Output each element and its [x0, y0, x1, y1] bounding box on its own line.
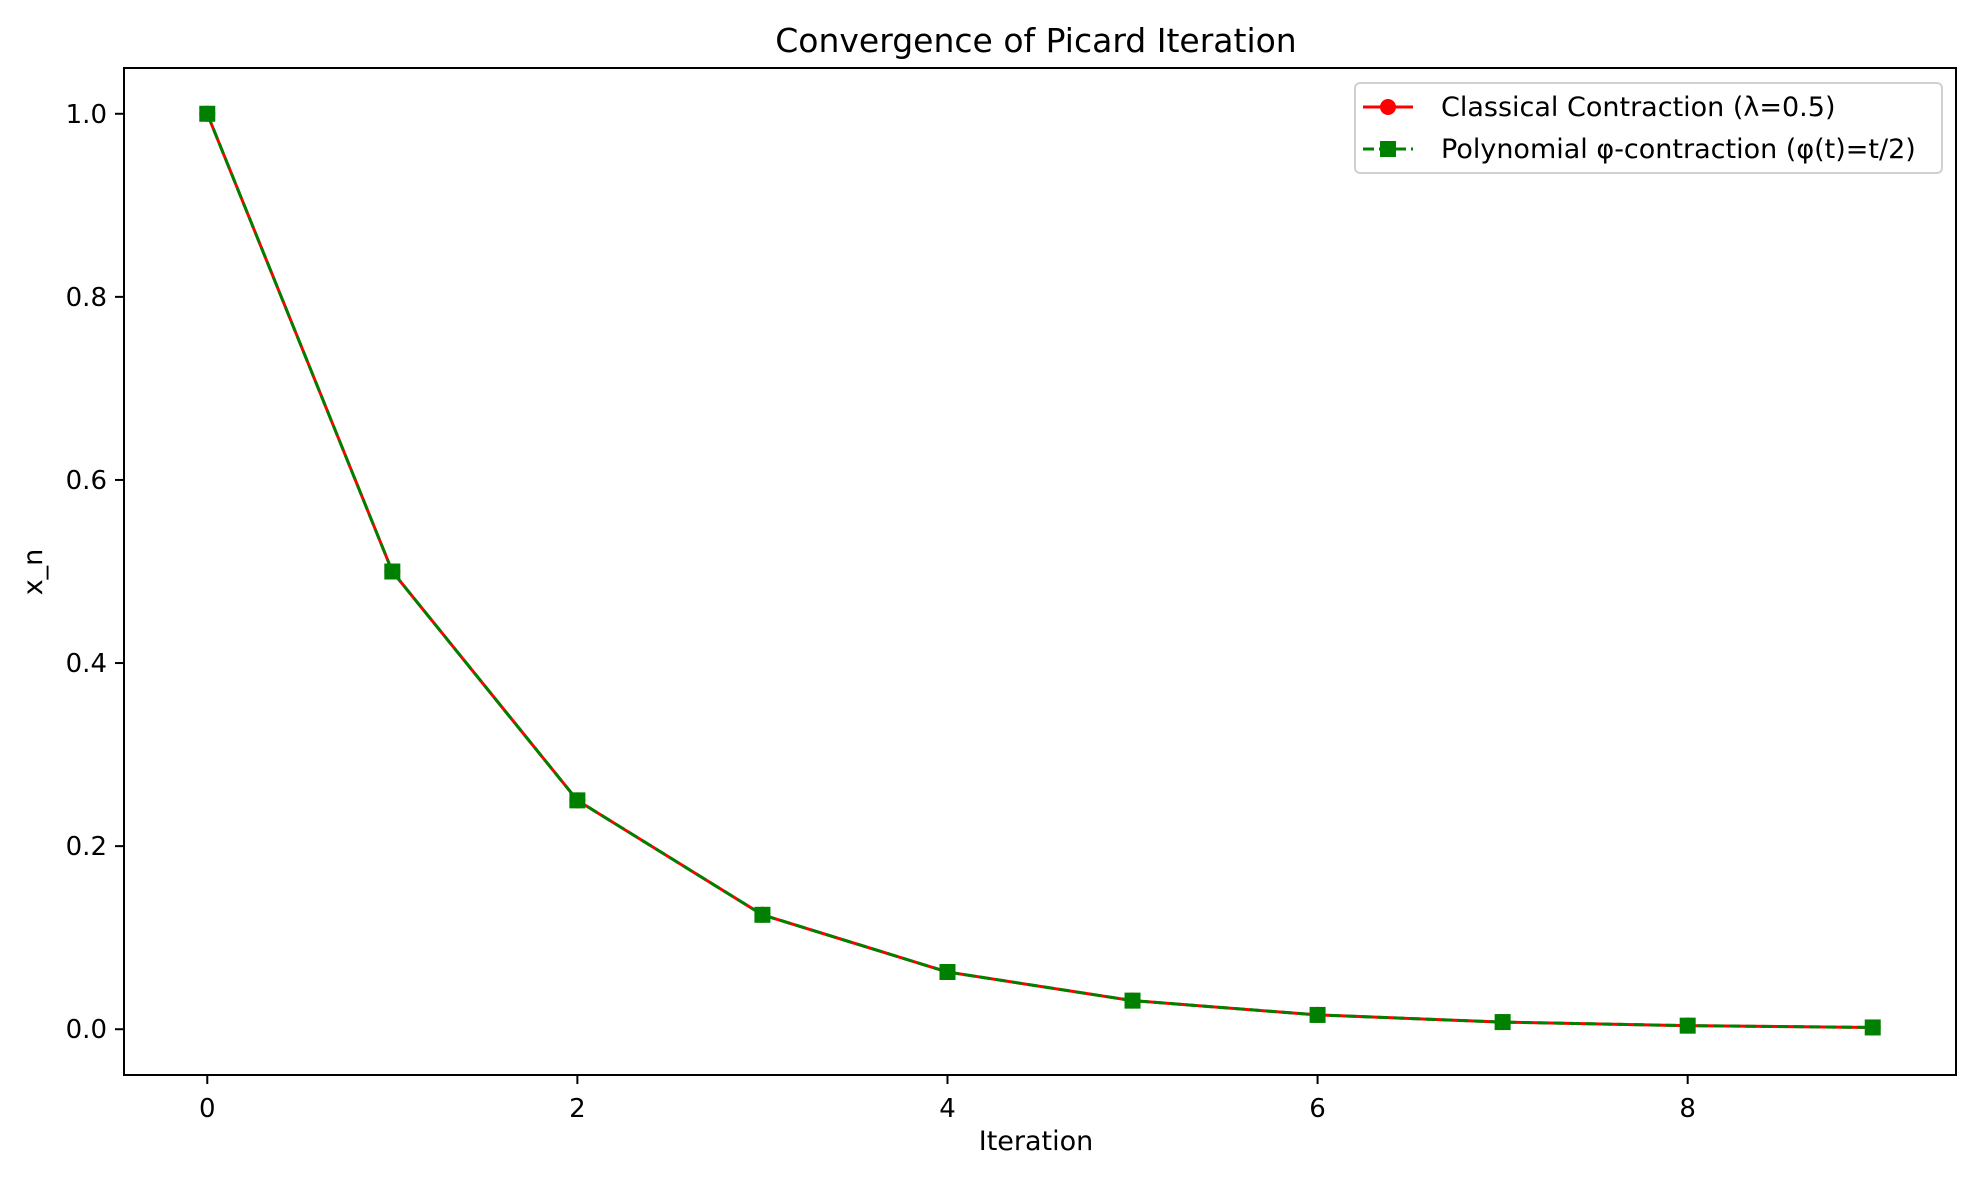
- axes-frame: [123, 67, 1957, 1076]
- legend-marker-2: [1380, 141, 1396, 157]
- x-tick-label: 2: [569, 1094, 586, 1124]
- series-2-point: [1309, 1006, 1326, 1023]
- plot-area: [199, 105, 1881, 1036]
- y-axis-label: x_n: [18, 549, 49, 596]
- x-tick-label: 8: [1679, 1094, 1696, 1124]
- y-tick-label: 0.6: [66, 466, 107, 496]
- legend-label-1: Classical Contraction (λ=0.5): [1441, 92, 1835, 123]
- legend-box: [1354, 82, 1943, 174]
- series-2-point: [1494, 1014, 1511, 1031]
- series-2-point: [199, 105, 216, 122]
- series-2-point: [1679, 1017, 1696, 1034]
- legend-marker-1: [1380, 99, 1396, 115]
- series-2-point: [569, 792, 586, 809]
- x-tick-label: 0: [199, 1094, 216, 1124]
- chart-title: Convergence of Picard Iteration: [775, 21, 1296, 60]
- y-tick-label: 1.0: [66, 100, 107, 130]
- series-2-point: [754, 906, 771, 923]
- x-tick-label: 4: [939, 1094, 956, 1124]
- series-2-point: [1864, 1019, 1881, 1036]
- y-tick-label: 0.0: [66, 1015, 107, 1045]
- y-tick-label: 0.8: [66, 283, 107, 313]
- x-axis-label: Iteration: [979, 1126, 1094, 1157]
- y-tick-label: 0.4: [66, 649, 107, 679]
- legend-label-2: Polynomial φ-contraction (φ(t)=t/2): [1441, 134, 1916, 165]
- series-2-point: [384, 563, 401, 580]
- y-tick-label: 0.2: [66, 832, 107, 862]
- x-tick-label: 6: [1309, 1094, 1326, 1124]
- legend: Classical Contraction (λ=0.5) Polynomial …: [1354, 82, 1943, 174]
- series-line-2: [205, 113, 1873, 1029]
- series-2-point: [1124, 992, 1141, 1009]
- axes: 0 2 4 6 8 0.0 0.2 0.4 0.6 0.8 1.0: [66, 67, 1957, 1124]
- series-2-point: [939, 964, 956, 981]
